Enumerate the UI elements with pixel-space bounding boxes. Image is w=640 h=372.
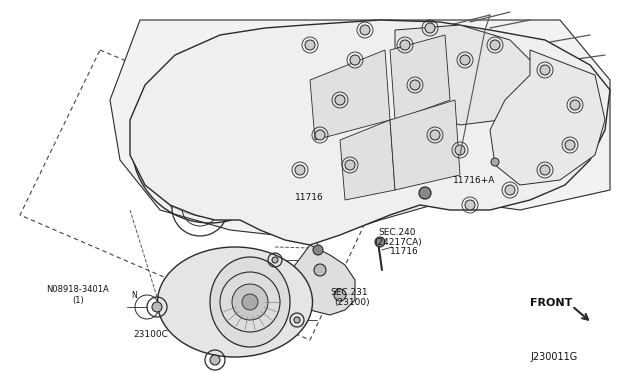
Polygon shape [395, 25, 540, 125]
Circle shape [350, 55, 360, 65]
Ellipse shape [157, 247, 312, 357]
Circle shape [460, 55, 470, 65]
Circle shape [400, 40, 410, 50]
Circle shape [334, 289, 346, 301]
Circle shape [375, 237, 385, 247]
Text: 23100C: 23100C [133, 330, 168, 339]
Text: (1): (1) [72, 296, 84, 305]
Circle shape [314, 264, 326, 276]
Polygon shape [310, 50, 390, 140]
Circle shape [305, 40, 315, 50]
Circle shape [505, 185, 515, 195]
Circle shape [345, 160, 355, 170]
Polygon shape [340, 120, 395, 200]
Text: (24217CA): (24217CA) [374, 238, 422, 247]
Circle shape [430, 130, 440, 140]
Text: FRONT: FRONT [530, 298, 572, 308]
Text: 11716: 11716 [390, 247, 419, 256]
Text: N08918-3401A: N08918-3401A [46, 285, 109, 294]
Circle shape [465, 200, 475, 210]
Circle shape [232, 284, 268, 320]
Circle shape [295, 165, 305, 175]
Circle shape [491, 158, 499, 166]
Polygon shape [130, 20, 610, 245]
Text: 11716+A: 11716+A [453, 176, 495, 185]
Circle shape [410, 80, 420, 90]
Circle shape [152, 302, 162, 312]
Polygon shape [390, 100, 460, 190]
Circle shape [360, 25, 370, 35]
Circle shape [210, 355, 220, 365]
Circle shape [570, 100, 580, 110]
Polygon shape [290, 245, 355, 315]
Polygon shape [110, 20, 610, 240]
Circle shape [197, 205, 203, 211]
Circle shape [419, 187, 431, 199]
Circle shape [490, 40, 500, 50]
Circle shape [294, 317, 300, 323]
Circle shape [204, 139, 216, 151]
Circle shape [242, 294, 258, 310]
Circle shape [455, 145, 465, 155]
Circle shape [565, 140, 575, 150]
Polygon shape [490, 50, 605, 185]
Circle shape [540, 65, 550, 75]
Circle shape [313, 245, 323, 255]
Polygon shape [390, 35, 450, 120]
Ellipse shape [210, 257, 290, 347]
Text: SEC.240: SEC.240 [378, 228, 415, 237]
Text: J230011G: J230011G [530, 352, 577, 362]
Circle shape [540, 165, 550, 175]
Text: 11716: 11716 [295, 193, 324, 202]
Circle shape [272, 257, 278, 263]
Text: SEC.231: SEC.231 [330, 288, 367, 297]
Text: (23100): (23100) [334, 298, 370, 307]
Circle shape [315, 130, 325, 140]
Text: N: N [131, 291, 137, 299]
Circle shape [335, 95, 345, 105]
Circle shape [425, 23, 435, 33]
